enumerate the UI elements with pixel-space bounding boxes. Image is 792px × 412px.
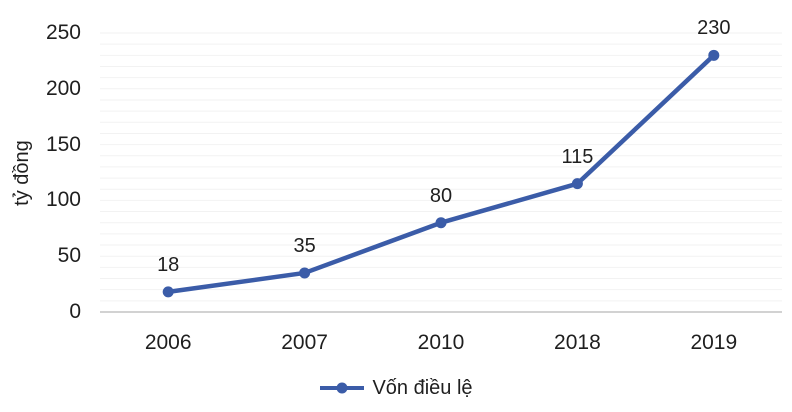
y-tick-label: 150: [45, 132, 81, 156]
x-tick-label: 2007: [281, 331, 328, 354]
data-point-marker: [299, 267, 311, 279]
y-tick-label: 200: [45, 76, 81, 100]
legend: Vốn điều lệ: [0, 375, 792, 401]
data-point-marker: [162, 286, 174, 298]
data-point-marker: [571, 178, 583, 190]
data-label: 80: [429, 184, 453, 207]
data-point-marker: [708, 49, 720, 61]
x-tick-label: 2010: [417, 331, 465, 354]
y-tick-label: 250: [45, 21, 81, 44]
data-label: 230: [697, 17, 731, 40]
x-tick-label: 2006: [144, 331, 192, 354]
data-point-marker: [435, 217, 447, 229]
y-tick-label: 100: [45, 188, 81, 212]
x-tick-label: 2019: [690, 331, 738, 354]
data-label: 18: [157, 253, 180, 276]
data-label: 115: [561, 145, 594, 168]
legend-series-label: Vốn điều lệ: [372, 376, 473, 399]
data-label: 35: [293, 234, 316, 257]
y-tick-label: 50: [57, 244, 81, 268]
legend-line-marker-icon: [320, 382, 365, 394]
y-tick-label: 0: [69, 300, 81, 323]
x-tick-label: 2018: [554, 331, 601, 354]
y-axis-title: tỷ đồng: [11, 140, 33, 206]
